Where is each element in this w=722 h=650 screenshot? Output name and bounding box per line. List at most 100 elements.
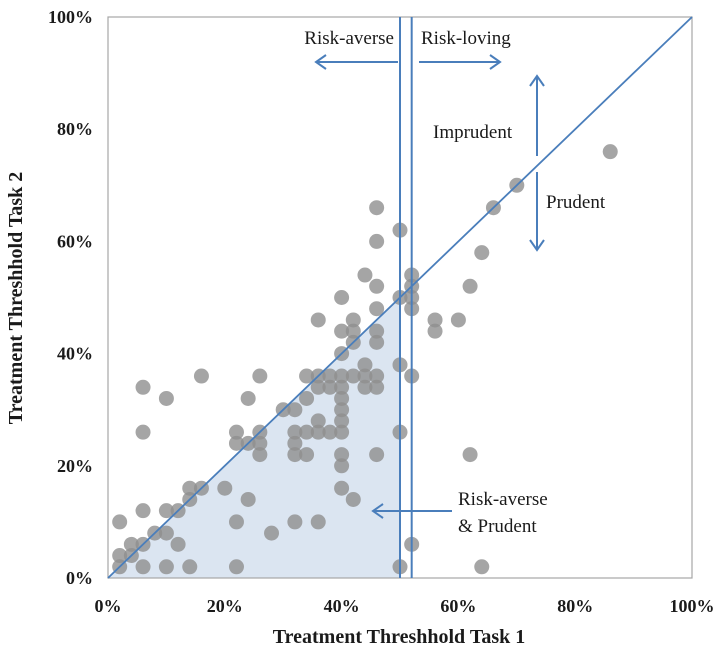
prudent-label: Prudent — [546, 192, 606, 213]
data-point — [345, 491, 361, 507]
data-point — [299, 447, 315, 463]
data-point — [369, 233, 385, 249]
data-point — [345, 312, 361, 328]
data-point — [310, 379, 326, 395]
x-tick-label: 60% — [440, 596, 476, 616]
data-point — [310, 312, 326, 328]
x-tick-label: 0% — [95, 596, 122, 616]
data-point — [369, 323, 385, 339]
data-point — [462, 278, 478, 294]
data-point — [158, 525, 174, 541]
y-tick-label: 20% — [57, 456, 93, 476]
data-point — [334, 413, 350, 429]
data-point — [158, 390, 174, 406]
data-point — [310, 413, 326, 429]
data-point — [135, 503, 151, 519]
data-point — [322, 368, 338, 384]
data-point — [334, 290, 350, 305]
data-point — [135, 424, 151, 440]
data-point — [135, 379, 151, 395]
data-point — [334, 458, 350, 474]
data-point — [252, 435, 268, 451]
data-point — [334, 424, 350, 440]
data-point — [334, 368, 350, 384]
y-tick-label: 100% — [48, 7, 93, 27]
data-point — [474, 559, 490, 575]
data-point — [112, 548, 128, 564]
y-axis-title: Treatment Threshhold Task 2 — [5, 172, 27, 424]
prudent-arrowhead — [529, 239, 545, 252]
risk-averse-prudent-arrowhead — [371, 503, 384, 519]
data-point — [369, 368, 385, 384]
data-point — [427, 323, 443, 339]
risk-loving-arrowhead — [489, 54, 502, 70]
x-tick-label: 100% — [670, 596, 715, 616]
data-point — [357, 267, 373, 283]
data-point — [334, 379, 350, 395]
data-point — [240, 491, 256, 507]
data-point — [287, 424, 303, 440]
risk-averse-prudent-label-line1: Risk-averse — [458, 489, 548, 510]
data-point — [182, 480, 198, 496]
x-tick-label: 20% — [207, 596, 243, 616]
data-point — [450, 312, 466, 328]
data-point — [252, 368, 268, 384]
data-point — [369, 447, 385, 463]
risk-averse-prudent-label-line2: & Prudent — [458, 516, 537, 537]
data-point — [112, 514, 128, 530]
data-point — [135, 559, 151, 575]
data-point — [264, 525, 280, 541]
data-point — [228, 435, 244, 451]
data-point — [369, 379, 385, 395]
data-point — [369, 278, 385, 294]
data-point — [322, 379, 338, 395]
data-point — [357, 379, 373, 395]
imprudent-arrowhead — [529, 74, 545, 87]
data-point — [357, 368, 373, 384]
risk-averse-arrowhead — [314, 54, 327, 70]
data-point — [158, 559, 174, 575]
y-tick-label: 0% — [66, 568, 93, 588]
data-point — [345, 368, 361, 384]
x-tick-label: 80% — [557, 596, 593, 616]
data-point — [299, 368, 315, 384]
data-point — [462, 447, 478, 463]
data-point — [170, 536, 186, 552]
data-point — [252, 447, 268, 463]
y-tick-label: 40% — [57, 344, 93, 364]
data-point — [299, 424, 315, 440]
data-point — [287, 435, 303, 451]
data-point — [310, 514, 326, 530]
data-point — [602, 144, 618, 160]
vertical-threshold-lines — [399, 17, 413, 578]
data-point — [287, 514, 303, 530]
data-point — [334, 323, 350, 339]
y-tick-label: 80% — [57, 119, 93, 139]
data-point — [345, 323, 361, 339]
data-point — [287, 402, 303, 418]
data-point — [240, 390, 256, 406]
data-point — [474, 245, 490, 261]
data-point — [228, 514, 244, 530]
imprudent-label: Imprudent — [433, 122, 513, 143]
data-point — [427, 312, 443, 328]
data-point — [228, 424, 244, 440]
data-point — [182, 559, 198, 575]
data-point — [123, 536, 139, 552]
x-axis-title: Treatment Threshhold Task 1 — [273, 626, 525, 648]
data-point — [369, 301, 385, 317]
annotation-arrows — [314, 54, 545, 519]
data-point — [310, 424, 326, 440]
data-point — [287, 447, 303, 463]
risk-loving-label: Risk-loving — [421, 28, 511, 49]
data-point — [158, 503, 174, 519]
y-tick-label: 60% — [57, 231, 93, 251]
x-tick-label: 40% — [324, 596, 360, 616]
data-point — [334, 447, 350, 463]
data-point — [334, 480, 350, 496]
data-point — [334, 402, 350, 418]
y-tick-labels: 0% 20% 40% 60% 80% 100% — [48, 7, 93, 588]
data-point — [217, 480, 233, 496]
data-point — [299, 390, 315, 406]
